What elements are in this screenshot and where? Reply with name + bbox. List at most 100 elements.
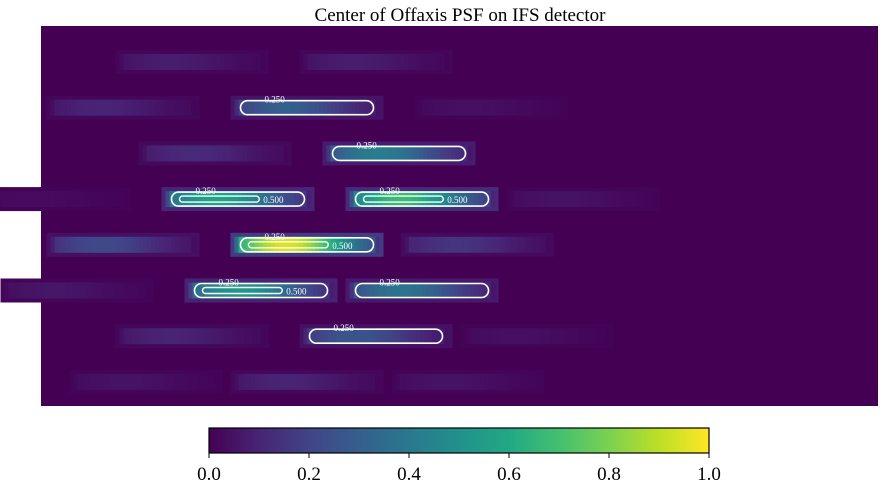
spectrum-pixel: [147, 99, 152, 116]
spectrum-pixel: [189, 191, 195, 208]
spectrum-pixel: [78, 236, 84, 253]
spectrum-pixel: [595, 191, 600, 208]
contour-line-0-25: [354, 282, 490, 299]
spectrum-pixel: [603, 191, 608, 208]
spectrum-pixel: [204, 54, 209, 70]
spectrum-pixel: [190, 373, 195, 390]
spectrum-pixel: [363, 99, 369, 116]
spectrum-pixel: [185, 191, 191, 208]
spectrum-pixel: [204, 282, 210, 299]
contour-label: 0.500: [263, 195, 284, 205]
spectrum-trace: [184, 278, 338, 303]
spectrum-pixel: [501, 236, 506, 253]
spectrum-pixel: [262, 373, 268, 390]
spectrum-pixel: [381, 282, 387, 299]
spectrum-pixel: [413, 191, 419, 208]
spectrum-pixel: [158, 373, 163, 390]
spectrum-pixel: [90, 236, 96, 253]
colorbar-ticks: 0.0 0.2 0.4 0.6 0.8 1.0: [197, 453, 721, 485]
spectrum-pixel: [270, 373, 276, 390]
spectrum-pixel: [347, 54, 353, 70]
spectrum-pixel: [424, 328, 429, 345]
spectrum-pixel: [248, 282, 254, 299]
spectrum-pixel: [213, 191, 219, 208]
spectrum-pixel: [216, 328, 221, 345]
spectrum-pixel: [294, 191, 300, 208]
spectrum-pixel: [411, 145, 416, 162]
spectrum-pixel: [142, 145, 148, 162]
spectrum-pixel: [175, 236, 180, 253]
spectrum-pixel: [623, 191, 628, 208]
spectrum-pixel: [246, 99, 252, 116]
colorbar-tick-label: 0.6: [497, 464, 521, 485]
spectrum-pixel: [469, 236, 474, 253]
spectrum-pixel: [159, 54, 165, 70]
spectrum-pixel: [106, 99, 112, 116]
spectrum-pixel: [119, 54, 125, 70]
spectrum-pixel: [290, 373, 296, 390]
spectrum-pixel: [41, 191, 47, 208]
spectrum-pixel: [212, 282, 218, 299]
spectrum-pixel: [367, 328, 373, 345]
spectrum-pixel: [270, 191, 275, 208]
spectrum-pixel: [121, 373, 127, 390]
spectrum-pixel: [154, 145, 160, 162]
spectrum-pixel: [436, 54, 442, 70]
spectrum-pixel: [507, 99, 512, 116]
spectrum-pixel: [216, 54, 221, 70]
contour-line-0-25: [354, 191, 490, 207]
spectrum-pixel: [298, 373, 304, 390]
spectrum-pixel: [375, 99, 381, 116]
spectrum-pixel: [166, 373, 171, 390]
contour-label: 0.250: [357, 140, 378, 150]
spectrum-pixel: [307, 54, 313, 70]
spectrum-pixel: [183, 236, 189, 253]
spectrum-pixel: [339, 54, 345, 70]
spectrum-pixel: [236, 54, 241, 70]
spectrum-pixel: [363, 236, 369, 253]
spectrum-pixel: [549, 328, 554, 345]
spectrum-pixel: [228, 328, 233, 345]
spectrum-pixel: [381, 191, 387, 208]
spectrum-pixel: [593, 328, 599, 345]
spectrum-pixel: [252, 54, 258, 70]
heatmap-background: [41, 26, 878, 406]
spectrum-pixel: [449, 236, 454, 253]
spectrum-pixel: [278, 373, 284, 390]
spectrum-pixel: [250, 99, 256, 116]
spectrum-pixel: [385, 282, 391, 299]
spectrum-pixel: [187, 99, 193, 116]
spectrum-pixel: [436, 236, 442, 253]
spectrum-pixel: [66, 99, 72, 116]
spectrum-pixel: [446, 99, 452, 116]
spectrum-trace: [115, 50, 269, 74]
spectrum-pixel: [323, 328, 329, 345]
spectrum-pixel: [380, 54, 385, 70]
spectrum-pixel: [183, 99, 189, 116]
spectrum-pixel: [33, 191, 39, 208]
spectrum-pixel: [459, 145, 465, 162]
spectrum-pixel: [186, 373, 191, 390]
spectrum-pixel: [545, 236, 551, 253]
spectrum-pixel: [315, 373, 320, 390]
spectrum-pixel: [627, 191, 632, 208]
spectrum-pixel: [334, 145, 340, 162]
spectrum-pixel: [541, 236, 547, 253]
spectrum-pixel: [282, 191, 287, 208]
spectrum-pixel: [121, 282, 126, 299]
spectrum-pixel: [351, 54, 357, 70]
spectrum-pixel: [223, 145, 228, 162]
spectrum-pixel: [256, 54, 262, 70]
spectrum-pixel: [512, 328, 518, 345]
spectrum-pixel: [167, 328, 173, 345]
spectrum-pixel: [476, 328, 482, 345]
spectrum-pixel: [570, 191, 576, 208]
spectrum-pixel: [170, 373, 175, 390]
spectrum-pixel: [537, 328, 542, 345]
spectrum-pixel: [163, 236, 168, 253]
spectrum-pixel: [523, 99, 528, 116]
spectrum-pixel: [438, 191, 443, 208]
spectrum-pixel: [327, 99, 332, 116]
contour-label: 0.250: [265, 95, 286, 105]
spectrum-pixel: [389, 282, 395, 299]
